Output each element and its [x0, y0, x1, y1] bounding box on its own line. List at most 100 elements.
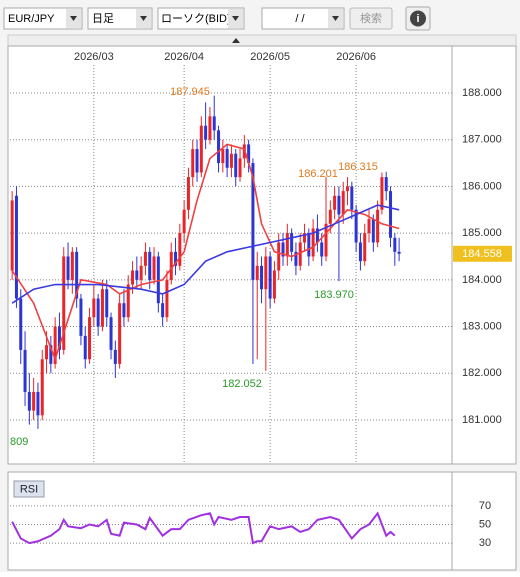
candle-body: [371, 219, 375, 243]
line-series: [11, 204, 400, 304]
line-series: [11, 511, 396, 545]
candle-body: [135, 270, 139, 280]
candle-body: [389, 191, 393, 238]
search-label: 検索: [360, 11, 382, 25]
x-tick-label: 2026/06: [336, 51, 376, 63]
price-label: 184.558: [462, 248, 502, 260]
candle-body: [234, 153, 238, 178]
candle-body: [229, 153, 233, 168]
candle-body: [285, 233, 289, 257]
candle-body: [10, 200, 14, 271]
main-panel: [7, 45, 517, 465]
candle-body: [131, 270, 135, 285]
candle-body: [161, 303, 165, 318]
candle-body: [178, 233, 182, 266]
candle-body: [174, 251, 178, 266]
candle-body: [260, 265, 264, 290]
candle-body: [23, 349, 27, 392]
candle-body: [36, 391, 40, 416]
candle-body: [225, 149, 229, 168]
candle-body: [324, 223, 328, 257]
info-icon: [410, 10, 426, 27]
date-input[interactable]: [261, 7, 345, 30]
candle-body: [320, 242, 324, 257]
candle-body: [70, 251, 74, 280]
candle-body: [195, 149, 199, 173]
arrow-icon: [140, 16, 147, 21]
candle-body: [75, 251, 79, 299]
candle-body: [311, 228, 315, 257]
candle-body: [208, 116, 212, 140]
high-label: 186.201: [298, 168, 338, 180]
candle-body: [393, 237, 397, 252]
candle-body: [88, 317, 92, 360]
candle-body: [118, 303, 122, 364]
candle-body: [376, 209, 380, 243]
rsi-panel: [7, 471, 517, 571]
candle-body: [251, 163, 255, 280]
candle-body: [19, 298, 23, 350]
type-select[interactable]: [157, 7, 245, 30]
candle-body: [62, 256, 66, 350]
y-tick-label: 185.000: [462, 227, 502, 239]
y-tick-label: 181.000: [462, 414, 502, 426]
candle-body: [363, 233, 367, 262]
candle-body: [113, 349, 117, 364]
plot-layer: 188.000 187.000 186.000 185.000 184.000 183.0…: [10, 51, 512, 549]
candle-body: [350, 186, 354, 210]
x-tick-label: 2026/04: [164, 51, 204, 63]
candle-body: [139, 265, 143, 280]
scroll-bar[interactable]: [7, 34, 517, 47]
candle-body: [126, 284, 130, 318]
candle-body: [165, 279, 169, 318]
candle-body: [204, 125, 208, 140]
candle-body: [100, 289, 104, 327]
candle-body: [79, 298, 83, 336]
candle-body: [328, 209, 332, 224]
candle-body: [307, 233, 311, 257]
candle-body: [40, 359, 44, 416]
candle-body: [27, 391, 31, 411]
candle-body: [169, 251, 173, 280]
candle-body: [264, 256, 268, 290]
candle-body: [384, 177, 388, 192]
candle-body: [346, 186, 350, 192]
candle-body: [298, 242, 302, 266]
period: 日足: [92, 13, 114, 25]
candle-body: [66, 256, 70, 280]
candle-body: [148, 251, 152, 280]
candle-body: [281, 242, 285, 257]
candle-body: [53, 326, 57, 364]
legend-label: RSI: [20, 483, 38, 495]
search-button[interactable]: [349, 7, 393, 30]
x-tick-label: 2026/05: [250, 51, 290, 63]
x-tick-label: 2026/03: [74, 51, 114, 63]
candle-body: [122, 303, 126, 318]
y-tick-label: 184.000: [462, 274, 502, 286]
candle-body: [199, 125, 203, 173]
toolbar: EUR/JPY 日足 ローソク(BID) / / 検索 i: [3, 6, 431, 31]
candle-body: [277, 242, 281, 271]
candle-body: [45, 345, 49, 360]
candle-body: [354, 209, 358, 243]
pair-select[interactable]: [3, 7, 83, 30]
arrow-icon: [70, 16, 77, 21]
candle-body: [397, 251, 401, 254]
y-tick-label: 186.000: [462, 180, 502, 192]
price-box: [453, 245, 512, 262]
candle-body: [182, 209, 186, 234]
y-tick-label: 187.000: [462, 134, 502, 146]
candle-body: [152, 256, 156, 280]
candle-body: [272, 270, 276, 299]
y-tick-label: 183.000: [462, 320, 502, 332]
legend-box: [13, 480, 45, 498]
y-tick-label: 182.000: [462, 367, 502, 379]
low-label: 182.052: [222, 378, 262, 390]
candle-body: [49, 345, 53, 364]
candle-body: [156, 256, 160, 304]
high-label: 187.945: [170, 86, 210, 98]
candle-body: [341, 191, 345, 215]
scroll-arrow: [232, 38, 240, 43]
chart-type: ローソク(BID): [161, 12, 231, 25]
candle-body: [14, 195, 18, 299]
